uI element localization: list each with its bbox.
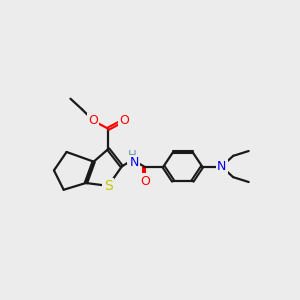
Text: O: O	[88, 115, 98, 128]
Text: N: N	[217, 160, 226, 173]
Text: N: N	[130, 156, 139, 169]
Text: S: S	[104, 179, 112, 193]
Text: O: O	[119, 115, 129, 128]
Text: H: H	[128, 149, 137, 162]
Text: O: O	[140, 175, 150, 188]
